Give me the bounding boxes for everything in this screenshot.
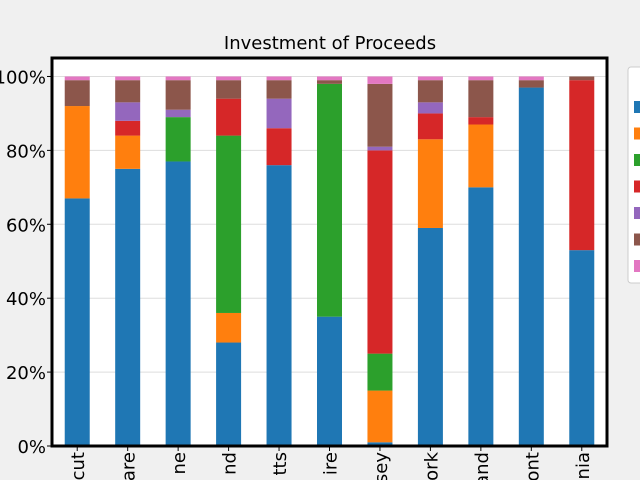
legend-swatch: [634, 127, 640, 140]
y-tick-label: 80%: [6, 141, 46, 162]
bar-segment: [115, 120, 141, 136]
bar-segment: [317, 76, 342, 81]
bar-segment: [317, 83, 342, 317]
bar-segment: [417, 227, 443, 446]
bar-segment: [417, 139, 443, 228]
legend-swatch: [634, 233, 640, 246]
y-tick-label: 0%: [17, 437, 46, 458]
bar-segment: [266, 80, 292, 99]
bar-segment: [367, 76, 393, 84]
bar-segment: [417, 113, 443, 140]
bar-segment: [64, 198, 90, 446]
bar-segment: [518, 87, 544, 447]
x-tick-label: ire: [321, 452, 342, 475]
bar-segment: [468, 76, 494, 81]
bar-segment: [367, 83, 393, 147]
y-tick-label: 40%: [6, 289, 46, 310]
bar-segment: [165, 80, 191, 110]
bar-segment: [115, 102, 141, 121]
x-tick-label: cut: [68, 452, 89, 480]
chart-title: Investment of Proceeds: [224, 33, 436, 54]
x-tick-label: ont: [522, 452, 543, 480]
bar-segment: [216, 76, 242, 81]
bar-segment: [367, 442, 393, 446]
bar-segment: [115, 168, 141, 446]
bar-segment: [468, 80, 494, 118]
bar-segment: [417, 76, 443, 81]
bar-segment: [216, 135, 242, 313]
bar-segment: [417, 80, 443, 103]
bar-segment: [417, 102, 443, 114]
bar-segment: [165, 117, 191, 162]
bar-segment: [266, 76, 292, 81]
x-tick-label: nd: [220, 452, 241, 475]
bar-segment: [266, 128, 292, 166]
bar-segment: [165, 109, 191, 118]
bar-segment: [468, 187, 494, 447]
bar-segment: [115, 76, 141, 81]
axes-frame: [50, 56, 609, 448]
bar-segment: [115, 80, 141, 103]
bar-segment: [115, 135, 141, 169]
legend-swatch: [634, 154, 640, 166]
bar-segment: [367, 353, 393, 391]
bar-segment: [317, 80, 342, 84]
y-tick-label: 100%: [0, 67, 46, 88]
bar-segment: [216, 80, 242, 99]
x-tick-label: and: [472, 452, 493, 480]
bar-segment: [266, 165, 292, 446]
bar-segment: [216, 312, 242, 343]
bar-segment: [367, 146, 393, 151]
bar-segment: [64, 106, 90, 199]
bar-segment: [216, 342, 242, 446]
x-tick-label: are: [119, 452, 140, 480]
bar-segment: [367, 390, 393, 443]
bar-segment: [64, 80, 90, 107]
legend-box: [627, 66, 640, 284]
legend-swatch: [634, 260, 640, 272]
bar-segment: [165, 161, 191, 446]
bar-segment: [367, 150, 393, 354]
bar-segment: [165, 76, 191, 81]
bar-segment: [518, 76, 544, 81]
bar-segment: [266, 98, 292, 129]
bar-segment: [64, 76, 90, 81]
y-tick-label: 20%: [6, 363, 46, 384]
bar-segment: [317, 316, 342, 446]
legend-swatch: [634, 101, 640, 113]
x-tick-label: ork: [421, 451, 442, 480]
bar-segment: [569, 250, 595, 446]
bar-segment: [468, 117, 494, 125]
bar-segment: [468, 124, 494, 188]
x-tick-label: nia: [573, 452, 594, 479]
bar-segment: [569, 80, 595, 251]
x-tick-label: sey: [371, 452, 392, 480]
x-tick-label: tts: [270, 452, 291, 476]
legend-swatch: [634, 180, 640, 193]
bar-segment: [216, 98, 242, 136]
legend-swatch: [634, 207, 640, 219]
bar-segment: [518, 80, 544, 88]
x-tick-label: ne: [169, 452, 190, 474]
y-tick-label: 60%: [6, 215, 46, 236]
bar-segment: [569, 76, 595, 81]
